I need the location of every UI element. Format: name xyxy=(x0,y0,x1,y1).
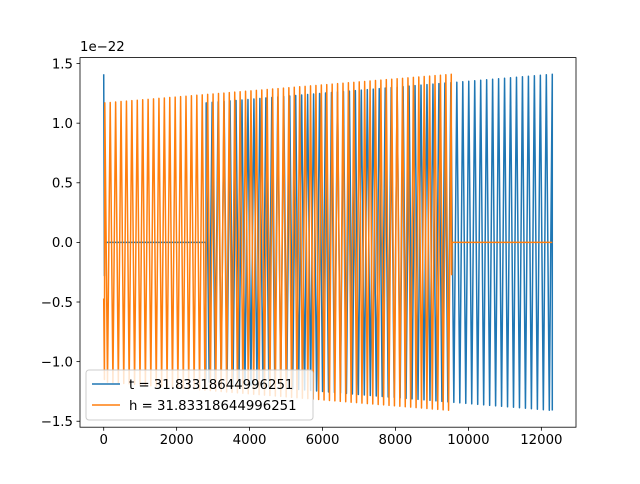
x-tick-label: 8000 xyxy=(379,433,413,448)
legend-label: t = 31.83318644996251 xyxy=(129,378,293,393)
legend-box xyxy=(85,369,314,421)
series-line-h xyxy=(102,73,553,412)
y-offset-text: 1e−22 xyxy=(80,40,125,55)
y-tick-label: 0.5 xyxy=(52,177,73,192)
y-axis: −1.5 −1.0 −0.5 0.0 0.5 1.0 1.5 xyxy=(41,57,80,430)
x-tick-label: 10000 xyxy=(447,433,489,448)
y-tick-label: 0.0 xyxy=(52,236,73,251)
y-tick-label: −0.5 xyxy=(41,296,73,311)
series-line-t xyxy=(102,73,554,412)
series-layer xyxy=(102,73,554,412)
x-tick-label: 2000 xyxy=(160,433,194,448)
y-tick-label: 1.0 xyxy=(52,117,73,132)
y-tick-label: −1.5 xyxy=(41,415,73,430)
x-tick-label: 4000 xyxy=(233,433,267,448)
x-tick-label: 0 xyxy=(99,433,107,448)
legend: t = 31.83318644996251 h = 31.833186449962… xyxy=(85,369,314,421)
x-axis: 0 2000 4000 6000 8000 10000 12000 xyxy=(99,427,563,448)
y-tick-label: −1.0 xyxy=(41,355,73,370)
y-tick-label: 1.5 xyxy=(52,57,73,72)
x-tick-label: 12000 xyxy=(520,433,562,448)
legend-label: h = 31.83318644996251 xyxy=(129,399,297,414)
x-tick-label: 6000 xyxy=(306,433,340,448)
